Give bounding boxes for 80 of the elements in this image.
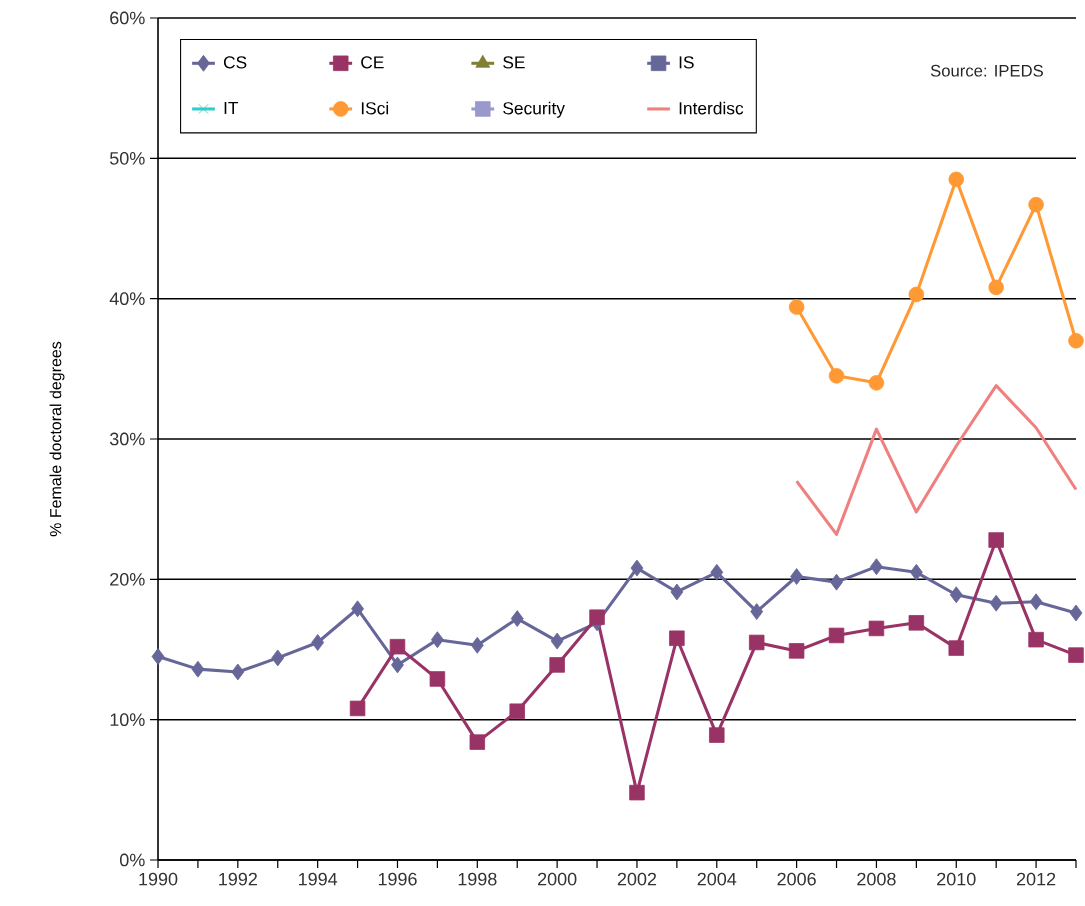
y-tick-label: 10% — [110, 713, 145, 727]
point — [550, 632, 564, 650]
point — [151, 648, 165, 665]
legend-label: IS — [679, 56, 694, 69]
y-tick-label: 30% — [109, 432, 145, 446]
point — [948, 171, 964, 188]
point — [1029, 593, 1043, 611]
y-tick-label: 0% — [119, 853, 145, 867]
y-tick-label: 20% — [110, 572, 145, 586]
point — [391, 656, 404, 674]
point — [949, 586, 963, 604]
point — [908, 615, 925, 631]
point — [868, 620, 885, 637]
y-tick-label: 60% — [110, 11, 145, 25]
y-tick-label: 40% — [109, 292, 145, 306]
point — [830, 573, 843, 591]
point — [909, 563, 923, 581]
point — [669, 630, 685, 646]
point — [709, 727, 725, 743]
point — [1068, 333, 1084, 349]
point — [908, 286, 925, 303]
point — [870, 558, 883, 576]
x-tick-label: 2000 — [538, 872, 577, 886]
point — [510, 610, 524, 628]
point — [630, 559, 644, 577]
point — [349, 700, 366, 717]
legend-label: CS — [223, 56, 247, 69]
line-series — [795, 384, 1078, 536]
x-tick-label: 2010 — [937, 872, 976, 886]
point — [710, 563, 724, 581]
x-tick-label: 1998 — [458, 872, 497, 886]
point — [868, 375, 885, 391]
annotation: Source: IPEDS — [930, 64, 1043, 77]
point — [989, 594, 1003, 612]
legend-label: ISci — [361, 101, 389, 115]
point — [988, 279, 1004, 296]
point — [430, 631, 444, 649]
point — [1069, 604, 1083, 622]
point — [1068, 647, 1084, 663]
y-tick-label: 50% — [109, 151, 145, 165]
point — [790, 568, 804, 585]
x-tick-label: 1996 — [378, 872, 417, 886]
point — [988, 532, 1004, 548]
point — [788, 643, 805, 659]
point — [549, 657, 565, 673]
x-tick-label: 2008 — [857, 872, 896, 886]
point — [748, 634, 765, 651]
y-axis-title: % Female doctoral degrees — [49, 341, 65, 537]
legend-label: Interdisc — [679, 101, 744, 115]
legend-label: Security — [503, 101, 565, 118]
point — [670, 583, 684, 601]
point — [788, 299, 805, 315]
point — [509, 703, 525, 719]
point — [231, 663, 245, 681]
x-tick-label: 1994 — [299, 872, 338, 886]
x-tick-label: 2012 — [1016, 872, 1056, 886]
point — [948, 640, 964, 656]
legend-label: IT — [224, 102, 239, 114]
x-tick-label: 2002 — [617, 872, 657, 886]
point — [469, 734, 486, 750]
point — [429, 671, 446, 687]
point — [311, 634, 325, 651]
legend-label: CE — [361, 56, 384, 69]
x-tick-label: 2006 — [777, 872, 816, 886]
point — [351, 600, 364, 618]
point — [389, 638, 406, 655]
point — [271, 649, 285, 667]
x-tick-label: 1992 — [219, 872, 257, 886]
point — [828, 627, 845, 644]
point — [828, 368, 845, 384]
point — [191, 660, 205, 678]
point — [629, 784, 645, 801]
point — [589, 609, 605, 625]
point — [1028, 631, 1044, 648]
x-tick-label: 2004 — [697, 872, 737, 886]
point — [1028, 196, 1044, 213]
point — [750, 603, 764, 620]
legend-label: SE — [503, 56, 525, 69]
x-tick-label: 1990 — [139, 872, 178, 886]
point — [470, 636, 484, 654]
